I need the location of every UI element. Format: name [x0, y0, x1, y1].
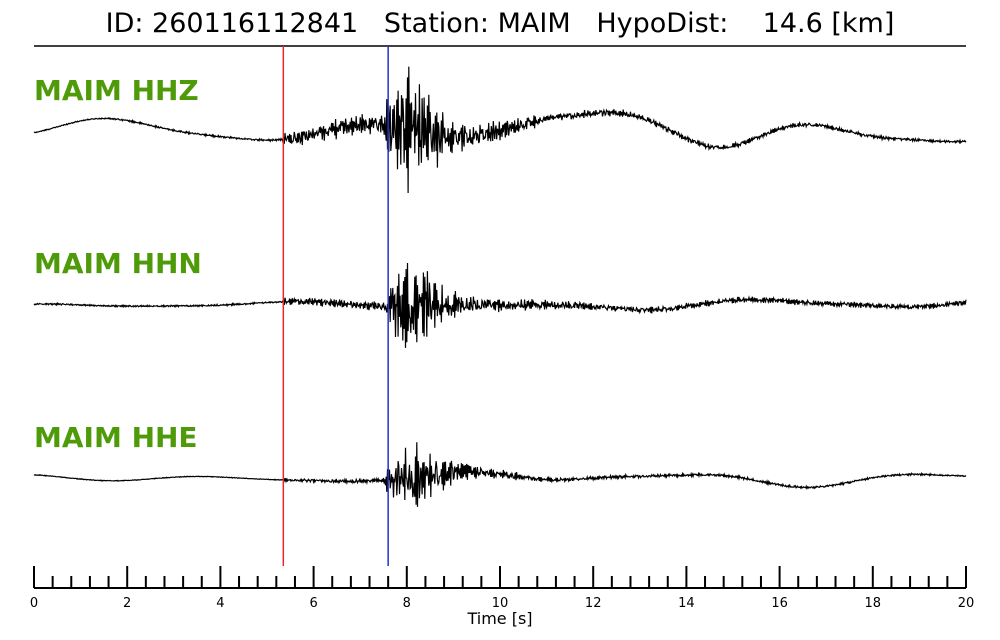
x-tick-label: 2: [123, 596, 131, 611]
picks-group: [282, 46, 389, 566]
chart-title: ID: 260116112841 Station: MAIM HypoDist:…: [105, 8, 895, 39]
x-tick-label: 10: [492, 596, 509, 611]
x-tick-label: 12: [585, 596, 602, 611]
trace-maim-hhe: [33, 442, 967, 507]
x-tick-label: 20: [958, 596, 975, 611]
x-tick-label: 6: [309, 596, 317, 611]
x-tick-label: 16: [771, 596, 788, 611]
trace-maim-hhz: [33, 66, 967, 194]
channel-label-hhn: MAIM HHN: [34, 247, 202, 280]
x-tick-label: 18: [865, 596, 882, 611]
channel-label-hhz: MAIM HHZ: [34, 74, 199, 107]
x-tick-label: 4: [216, 596, 224, 611]
channel-label-hhe: MAIM HHE: [34, 421, 198, 454]
trace-maim-hhn: [33, 262, 967, 348]
traces-group: [33, 66, 967, 507]
x-tick-label: 8: [403, 596, 411, 611]
time-axis: 0 2 4 6 8 10 12 14 16 18 20: [30, 566, 974, 611]
x-axis-label: Time [s]: [466, 609, 532, 628]
x-tick-label: 0: [30, 596, 38, 611]
x-tick-label: 14: [678, 596, 695, 611]
